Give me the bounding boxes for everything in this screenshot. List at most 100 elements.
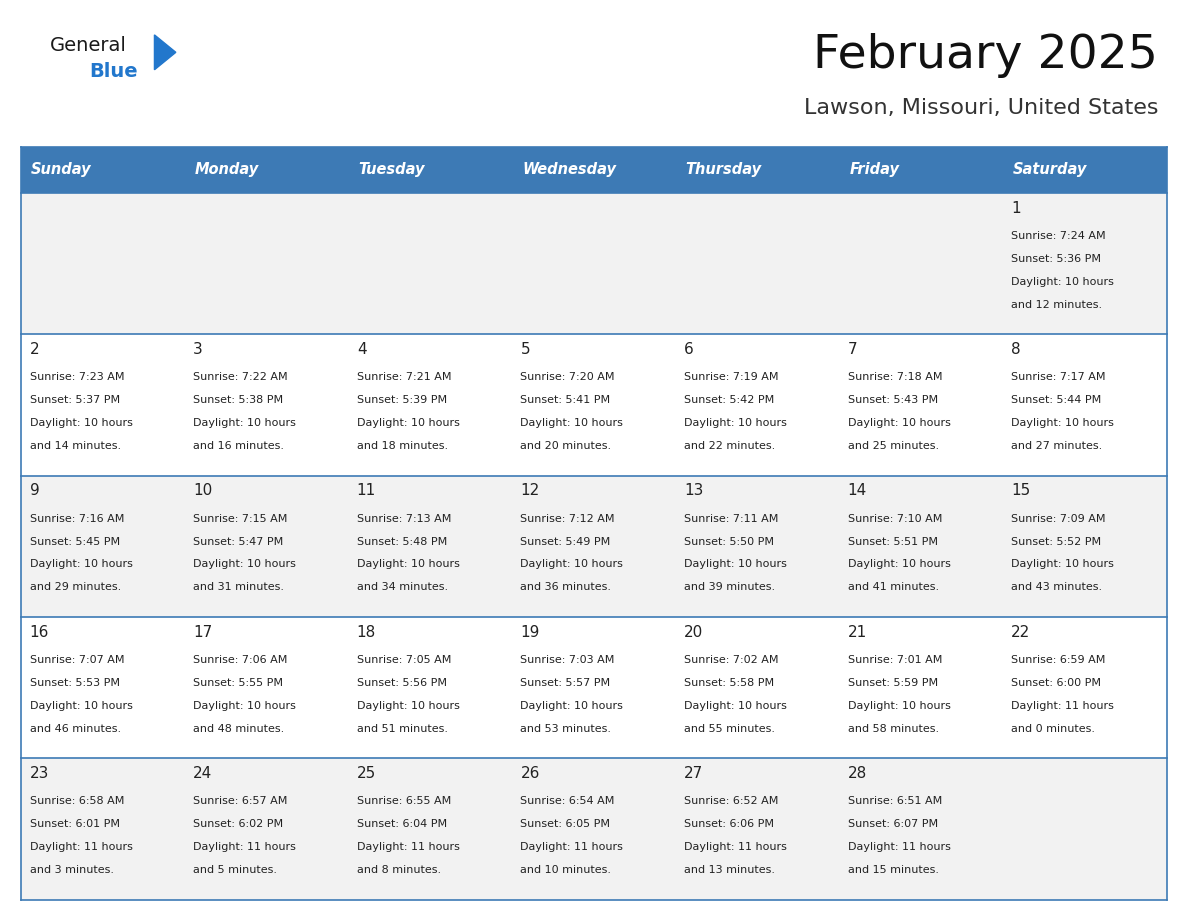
Text: 8: 8 (1011, 341, 1020, 357)
Text: Daylight: 10 hours: Daylight: 10 hours (684, 418, 786, 428)
Text: Sunset: 5:58 PM: Sunset: 5:58 PM (684, 678, 775, 688)
Text: 6: 6 (684, 341, 694, 357)
Text: Sunset: 5:36 PM: Sunset: 5:36 PM (1011, 254, 1101, 263)
Bar (512, 476, 676, 617)
Text: Friday: Friday (849, 162, 899, 177)
Text: Daylight: 10 hours: Daylight: 10 hours (684, 559, 786, 569)
Bar (512, 617, 676, 758)
Text: 25: 25 (356, 766, 377, 781)
Text: and 5 minutes.: and 5 minutes. (194, 865, 277, 875)
Text: Sunset: 5:53 PM: Sunset: 5:53 PM (30, 678, 120, 688)
Bar (348, 617, 512, 758)
Text: Sunrise: 7:15 AM: Sunrise: 7:15 AM (194, 514, 287, 523)
Text: Sunset: 6:01 PM: Sunset: 6:01 PM (30, 820, 120, 829)
Text: and 18 minutes.: and 18 minutes. (356, 441, 448, 451)
Text: Daylight: 10 hours: Daylight: 10 hours (520, 559, 624, 569)
Text: and 16 minutes.: and 16 minutes. (194, 441, 284, 451)
Bar (676, 617, 840, 758)
Text: and 12 minutes.: and 12 minutes. (1011, 299, 1102, 309)
Text: Sunrise: 7:12 AM: Sunrise: 7:12 AM (520, 514, 615, 523)
Text: and 15 minutes.: and 15 minutes. (847, 865, 939, 875)
Text: and 0 minutes.: and 0 minutes. (1011, 723, 1095, 733)
Text: 13: 13 (684, 483, 703, 498)
Text: Daylight: 10 hours: Daylight: 10 hours (1011, 559, 1114, 569)
Text: Sunset: 6:04 PM: Sunset: 6:04 PM (356, 820, 447, 829)
Bar (1003, 758, 1167, 900)
Text: Sunday: Sunday (31, 162, 91, 177)
Text: Sunrise: 6:58 AM: Sunrise: 6:58 AM (30, 797, 124, 806)
Text: 19: 19 (520, 624, 539, 640)
Bar (1003, 334, 1167, 476)
Text: 28: 28 (847, 766, 867, 781)
Bar (185, 334, 348, 476)
Text: and 25 minutes.: and 25 minutes. (847, 441, 939, 451)
Text: and 10 minutes.: and 10 minutes. (520, 865, 612, 875)
Text: Sunset: 5:48 PM: Sunset: 5:48 PM (356, 537, 447, 546)
Bar (676, 476, 840, 617)
Text: Sunset: 6:06 PM: Sunset: 6:06 PM (684, 820, 775, 829)
Text: Daylight: 10 hours: Daylight: 10 hours (30, 418, 132, 428)
Text: Sunset: 5:49 PM: Sunset: 5:49 PM (520, 537, 611, 546)
Text: 18: 18 (356, 624, 377, 640)
Text: Daylight: 11 hours: Daylight: 11 hours (30, 842, 132, 852)
Text: and 53 minutes.: and 53 minutes. (520, 723, 612, 733)
Text: Sunset: 5:38 PM: Sunset: 5:38 PM (194, 396, 283, 405)
Bar (348, 334, 512, 476)
Bar (348, 147, 512, 193)
Text: and 43 minutes.: and 43 minutes. (1011, 582, 1102, 592)
Bar (840, 758, 1003, 900)
Text: Daylight: 11 hours: Daylight: 11 hours (194, 842, 296, 852)
Text: Sunrise: 7:13 AM: Sunrise: 7:13 AM (356, 514, 451, 523)
Bar (1003, 617, 1167, 758)
Text: Daylight: 11 hours: Daylight: 11 hours (356, 842, 460, 852)
Polygon shape (154, 35, 176, 70)
Text: Daylight: 11 hours: Daylight: 11 hours (847, 842, 950, 852)
Text: Blue: Blue (89, 62, 138, 81)
Text: Sunset: 5:51 PM: Sunset: 5:51 PM (847, 537, 937, 546)
Text: Sunrise: 7:02 AM: Sunrise: 7:02 AM (684, 655, 778, 665)
Text: and 51 minutes.: and 51 minutes. (356, 723, 448, 733)
Text: and 14 minutes.: and 14 minutes. (30, 441, 121, 451)
Bar (676, 193, 840, 334)
Bar (185, 476, 348, 617)
Text: 16: 16 (30, 624, 49, 640)
Text: Sunset: 5:55 PM: Sunset: 5:55 PM (194, 678, 283, 688)
Bar (676, 334, 840, 476)
Text: Sunset: 6:00 PM: Sunset: 6:00 PM (1011, 678, 1101, 688)
Text: February 2025: February 2025 (814, 32, 1158, 78)
Bar (348, 193, 512, 334)
Text: Daylight: 10 hours: Daylight: 10 hours (356, 700, 460, 711)
Text: 20: 20 (684, 624, 703, 640)
Text: Sunrise: 7:10 AM: Sunrise: 7:10 AM (847, 514, 942, 523)
Bar (512, 193, 676, 334)
Bar (840, 147, 1003, 193)
Text: General: General (50, 37, 127, 55)
Text: Sunrise: 7:16 AM: Sunrise: 7:16 AM (30, 514, 124, 523)
Bar (21, 193, 185, 334)
Text: 15: 15 (1011, 483, 1030, 498)
Text: and 58 minutes.: and 58 minutes. (847, 723, 939, 733)
Bar (840, 334, 1003, 476)
Text: Sunset: 5:57 PM: Sunset: 5:57 PM (520, 678, 611, 688)
Bar (185, 617, 348, 758)
Text: Daylight: 11 hours: Daylight: 11 hours (520, 842, 624, 852)
Text: Sunset: 6:05 PM: Sunset: 6:05 PM (520, 820, 611, 829)
Text: 27: 27 (684, 766, 703, 781)
Text: Daylight: 11 hours: Daylight: 11 hours (1011, 700, 1114, 711)
Text: and 20 minutes.: and 20 minutes. (520, 441, 612, 451)
Text: Sunrise: 7:17 AM: Sunrise: 7:17 AM (1011, 373, 1106, 382)
Text: and 29 minutes.: and 29 minutes. (30, 582, 121, 592)
Text: 12: 12 (520, 483, 539, 498)
Bar (348, 758, 512, 900)
Text: Daylight: 10 hours: Daylight: 10 hours (194, 700, 296, 711)
Text: and 3 minutes.: and 3 minutes. (30, 865, 114, 875)
Text: Sunset: 5:59 PM: Sunset: 5:59 PM (847, 678, 937, 688)
Text: Sunrise: 7:07 AM: Sunrise: 7:07 AM (30, 655, 124, 665)
Text: Daylight: 10 hours: Daylight: 10 hours (520, 700, 624, 711)
Text: Sunset: 5:37 PM: Sunset: 5:37 PM (30, 396, 120, 405)
Text: Sunset: 5:39 PM: Sunset: 5:39 PM (356, 396, 447, 405)
Text: Daylight: 10 hours: Daylight: 10 hours (847, 700, 950, 711)
Text: 5: 5 (520, 341, 530, 357)
Text: Sunrise: 6:59 AM: Sunrise: 6:59 AM (1011, 655, 1106, 665)
Text: Sunrise: 6:52 AM: Sunrise: 6:52 AM (684, 797, 778, 806)
